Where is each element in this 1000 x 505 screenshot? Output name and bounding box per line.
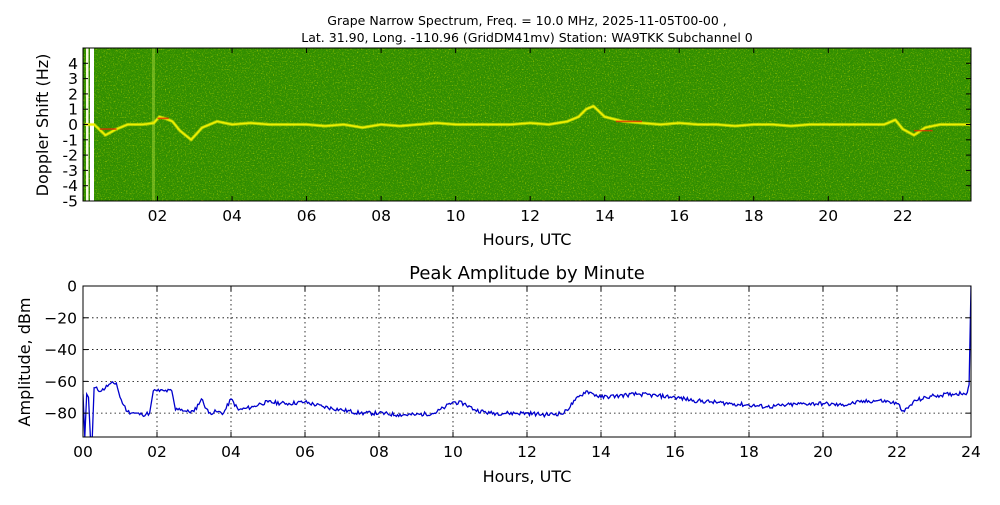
amplitude-y-tick-label: 0 [67, 278, 77, 296]
amplitude-x-tick-label: 14 [591, 443, 611, 461]
spectrogram-x-tick-label: 10 [446, 207, 466, 225]
amplitude-x-tick-label: 06 [295, 443, 315, 461]
amplitude-y-label: Amplitude, dBm [15, 298, 34, 427]
amplitude-x-tick-label: 08 [369, 443, 389, 461]
amplitude-x-ticks: 00 02 04 06 08 10 12 14 16 18 20 22 24 [73, 286, 981, 461]
amplitude-y-tick-label: −40 [44, 341, 77, 359]
spectrogram-y-label: Doppler Shift (Hz) [33, 54, 52, 197]
spectrogram-signal-line [84, 105, 970, 141]
spectrogram-x-tick-label: 04 [222, 207, 242, 225]
amplitude-x-tick-label: 22 [887, 443, 907, 461]
amplitude-x-tick-label: 16 [665, 443, 685, 461]
spectrogram-y-tick-label: 2 [68, 85, 78, 103]
spectrogram-y-tick-label: 4 [68, 55, 78, 73]
spectrogram-y-tick-label: 3 [68, 70, 78, 88]
spectrogram-y-tick-label: -5 [63, 193, 78, 211]
amplitude-x-tick-label: 24 [961, 443, 981, 461]
amplitude-x-tick-label: 04 [221, 443, 241, 461]
spectrogram-y-tick-label: -1 [63, 131, 78, 149]
amplitude-x-tick-label: 12 [517, 443, 537, 461]
amplitude-grid [83, 286, 971, 437]
spectrogram-x-tick-label: 14 [595, 207, 615, 225]
amplitude-chart: Peak Amplitude by Minute 00 02 04 06 08 10 12 1… [15, 263, 981, 486]
amplitude-x-tick-label: 02 [147, 443, 167, 461]
amplitude-y-tick-label: −20 [44, 309, 77, 327]
amplitude-x-tick-label: 20 [813, 443, 833, 461]
spectrogram-y-tick-label: -3 [63, 162, 78, 180]
spectrogram-x-label: Hours, UTC [483, 230, 572, 249]
spectrogram-x-tick-label: 16 [669, 207, 689, 225]
amplitude-y-tick-label: −80 [44, 405, 77, 423]
amplitude-chart-title: Peak Amplitude by Minute [409, 263, 645, 284]
spectrogram-x-tick-label: 08 [371, 207, 391, 225]
spectrogram-x-tick-label: 20 [818, 207, 838, 225]
figure-title-line1: Grape Narrow Spectrum, Freq. = 10.0 MHz,… [327, 13, 726, 28]
spectrogram-x-tick-label: 02 [148, 207, 168, 225]
spectrogram-y-tick-label: 1 [68, 101, 78, 119]
amplitude-x-tick-label: 00 [73, 443, 93, 461]
spectrogram-x-ticks: 02 04 06 08 10 12 14 16 18 20 22 [148, 48, 913, 225]
spectrogram-x-tick-label: 12 [520, 207, 540, 225]
amplitude-x-tick-label: 10 [443, 443, 463, 461]
spectrogram-signal [84, 104, 970, 142]
spectrogram-y-tick-label: -4 [63, 177, 78, 195]
amplitude-series-line [83, 286, 971, 437]
amplitude-y-ticks: 0 −20 −40 −60 −80 [44, 278, 971, 423]
figure-title-line2: Lat. 31.90, Long. -110.96 (GridDM41mv) S… [301, 30, 753, 45]
amplitude-x-label: Hours, UTC [483, 467, 572, 486]
spectrogram-x-tick-label: 06 [297, 207, 317, 225]
spectrogram-plot-area [83, 48, 971, 201]
spectrogram-y-tick-label: -2 [63, 147, 78, 165]
spectrogram-x-tick-label: 18 [744, 207, 764, 225]
amplitude-x-tick-label: 18 [739, 443, 759, 461]
spectrogram-x-tick-label: 22 [893, 207, 913, 225]
amplitude-y-tick-label: −60 [44, 373, 77, 391]
spectrogram-y-tick-label: 0 [68, 116, 78, 134]
